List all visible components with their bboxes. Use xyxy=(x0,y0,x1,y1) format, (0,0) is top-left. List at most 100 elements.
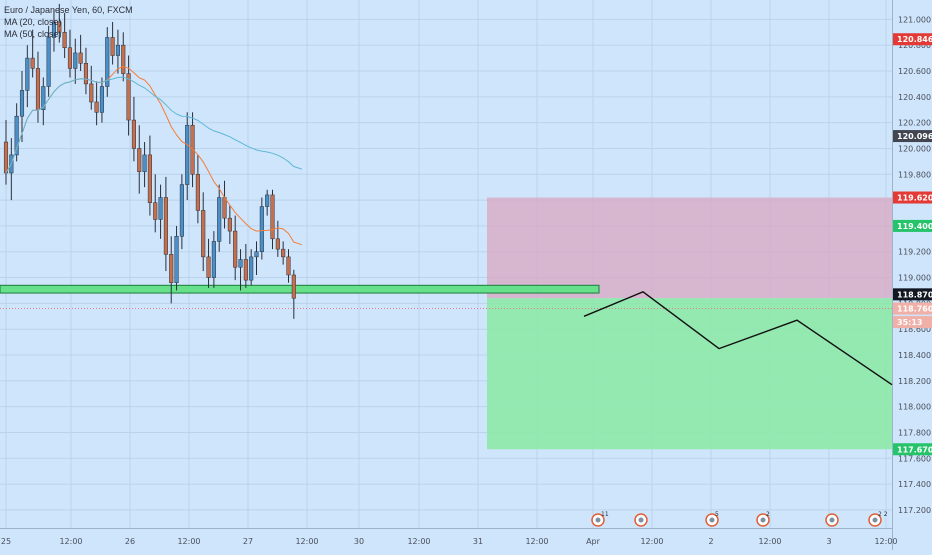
candle-body xyxy=(115,44,120,56)
projection-line xyxy=(583,291,893,386)
y-tick-label: 118.200 xyxy=(898,377,931,386)
candle-body xyxy=(259,206,264,252)
candle-body xyxy=(41,86,46,110)
support-zone xyxy=(0,284,600,294)
price-label-text: 120.846 xyxy=(897,35,932,44)
candle-body xyxy=(35,68,41,110)
candle-body xyxy=(201,210,206,258)
x-tick-label: 30 xyxy=(354,537,364,546)
candle-body xyxy=(185,124,190,185)
candle-body xyxy=(137,148,142,172)
price-label-badge xyxy=(893,191,932,204)
price-label-text: 117.670 xyxy=(897,445,932,454)
x-tick-label: 12:00 xyxy=(177,537,200,546)
candle-body xyxy=(195,174,200,211)
candle-body xyxy=(291,274,296,299)
y-tick-label: 121.000 xyxy=(898,15,931,24)
y-tick-label: 118.600 xyxy=(898,325,931,334)
price-label-text: 120.096 xyxy=(897,132,932,141)
candle-body xyxy=(83,63,89,85)
event-flag-icon[interactable] xyxy=(634,513,648,527)
event-flag-icon[interactable] xyxy=(825,513,839,527)
candle-body xyxy=(233,230,238,268)
take-profit-zone xyxy=(487,298,892,450)
price-label-badge xyxy=(893,443,932,456)
candle-body xyxy=(227,217,232,232)
price-label-badge xyxy=(893,219,932,232)
candle-body xyxy=(254,251,259,258)
y-tick-label: 118.400 xyxy=(898,351,931,360)
ma50-legend[interactable]: MA (50, close) xyxy=(4,29,62,39)
chart-legend: Euro / Japanese Yen, 60, FXCM MA (20, cl… xyxy=(4,4,133,40)
event-flag-icon[interactable]: 5 xyxy=(705,511,719,527)
candle-body xyxy=(51,21,57,38)
event-flag-dot xyxy=(638,517,644,523)
y-tick-label: 120.600 xyxy=(898,67,931,76)
candle-body xyxy=(121,44,126,74)
candle-body xyxy=(78,52,83,64)
candle-body xyxy=(249,256,254,281)
y-tick-label: 120.800 xyxy=(898,41,931,50)
candle-body xyxy=(286,256,291,276)
x-tick-label: 12:00 xyxy=(295,537,318,546)
x-tick-label: 12:00 xyxy=(407,537,430,546)
price-label-text: 35:13 xyxy=(897,318,922,327)
x-tick-label: 12:00 xyxy=(874,537,897,546)
candle-body xyxy=(46,37,51,87)
candle-body xyxy=(3,141,9,174)
candle-body xyxy=(222,197,227,219)
candle-body xyxy=(179,184,184,237)
event-count: 5 xyxy=(715,511,719,518)
event-flag-icon[interactable]: 2 xyxy=(756,511,770,527)
candle-body xyxy=(217,197,222,242)
candle-body xyxy=(62,32,67,49)
candle-body xyxy=(169,254,174,283)
x-tick-label: 12:00 xyxy=(59,537,82,546)
price-label-text: 118.760 xyxy=(897,305,932,314)
candle-body xyxy=(67,47,73,69)
candle-body xyxy=(211,241,216,278)
price-label-badge xyxy=(893,33,932,46)
time-axis-panel xyxy=(0,528,892,550)
x-tick-label: 25 xyxy=(1,537,11,546)
candle-body xyxy=(281,248,286,258)
x-tick-label: 2 xyxy=(708,537,713,546)
candle-body xyxy=(206,256,211,278)
x-tick-label: 26 xyxy=(125,537,135,546)
price-label-text: 119.400 xyxy=(897,222,932,231)
x-tick-label: 31 xyxy=(473,537,483,546)
y-tick-label: 117.400 xyxy=(898,480,931,489)
candle-body xyxy=(57,21,62,33)
candle-body xyxy=(19,90,25,117)
event-flag-dot xyxy=(829,517,835,523)
candle-body xyxy=(99,86,104,113)
stop-loss-zone xyxy=(487,197,892,299)
candle-body xyxy=(275,238,280,250)
event-count: 2 xyxy=(766,511,770,518)
candle-body xyxy=(105,37,110,87)
x-tick-label: 12:00 xyxy=(640,537,663,546)
y-tick-label: 118.000 xyxy=(898,403,931,412)
y-tick-label: 120.000 xyxy=(898,144,931,153)
candle-body xyxy=(73,52,78,69)
y-tick-label: 117.200 xyxy=(898,506,931,515)
event-flag-dot xyxy=(595,517,601,523)
price-label-text: 118.870 xyxy=(897,290,932,299)
event-flag-dot xyxy=(872,517,878,523)
candle-body xyxy=(25,57,30,91)
event-flag-icon[interactable]: 11 xyxy=(591,511,609,527)
price-label-text: 119.620 xyxy=(897,194,932,203)
y-tick-label: 117.600 xyxy=(898,454,931,463)
event-flag-icon[interactable]: 2 2 xyxy=(868,511,888,527)
candle-body xyxy=(265,194,270,207)
y-tick-label: 119.000 xyxy=(898,274,931,283)
candle-body xyxy=(163,197,168,255)
candle-body xyxy=(126,73,131,121)
candle-body xyxy=(142,154,147,172)
ma20-legend[interactable]: MA (20, close) xyxy=(4,17,62,27)
ma50-line xyxy=(5,76,302,174)
candle-body xyxy=(174,235,179,283)
x-tick-label: 12:00 xyxy=(525,537,548,546)
